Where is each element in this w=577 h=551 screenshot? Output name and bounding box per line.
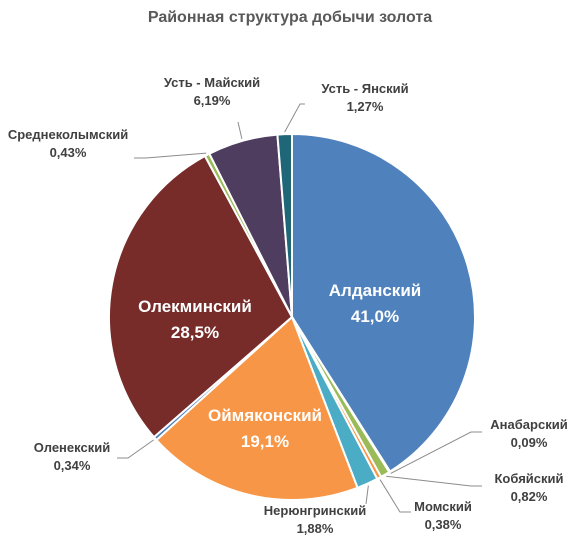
slice-name-label: Среднеколымский xyxy=(8,127,128,142)
slice-name-label: Усть - Майский xyxy=(164,75,260,90)
slice-name-label: Оленекский xyxy=(34,440,110,455)
slice-value-label: 0,34% xyxy=(54,458,91,473)
slice-name-label: Алданский xyxy=(329,281,421,300)
slice-value-label: 1,88% xyxy=(297,521,334,536)
slice-value-label: 28,5% xyxy=(171,323,219,342)
slice-value-label: 0,38% xyxy=(425,517,462,532)
pie-slice-оймяконский xyxy=(155,315,359,501)
pie-slice-алданский xyxy=(291,132,476,473)
slice-value-label: 1,27% xyxy=(347,99,384,114)
slice-name-label: Анабарский xyxy=(490,417,567,432)
slice-value-label: 19,1% xyxy=(241,432,289,451)
slice-value-label: 0,09% xyxy=(511,435,548,450)
slice-value-label: 41,0% xyxy=(351,307,399,326)
slice-value-label: 0,82% xyxy=(511,489,548,504)
leader-line-усть-майский xyxy=(237,121,243,140)
slice-name-label: Олекминский xyxy=(138,297,252,316)
slices-group xyxy=(108,132,476,501)
slice-name-label: Усть - Янский xyxy=(321,81,408,96)
chart-title: Районная структура добычи золота xyxy=(148,9,432,26)
leader-line-оленекский xyxy=(117,439,154,459)
labels-group: Алданский 41,0% Анабарский 0,09% Кобяйский 0,… xyxy=(8,75,568,536)
leader-line-усть-янский xyxy=(284,103,305,133)
leader-line-среднеколымский xyxy=(134,152,207,159)
pie-slice-усть-янский xyxy=(276,132,293,318)
slice-name-label: Оймяконский xyxy=(208,406,322,425)
leader-line-момский xyxy=(379,479,411,513)
pie-slice-олекминский xyxy=(108,154,294,439)
slice-name-label: Кобяйский xyxy=(494,471,563,486)
slice-name-label: Момский xyxy=(414,499,472,514)
slice-name-label: Нерюнгринский xyxy=(264,503,366,518)
leader-lines-group xyxy=(117,103,482,513)
leader-line-кобяйский xyxy=(386,475,482,487)
slice-value-label: 6,19% xyxy=(194,93,231,108)
slice-value-label: 0,43% xyxy=(50,145,87,160)
leader-line-анабарский xyxy=(390,431,482,474)
leader-line-нерюнгринский xyxy=(365,485,369,505)
